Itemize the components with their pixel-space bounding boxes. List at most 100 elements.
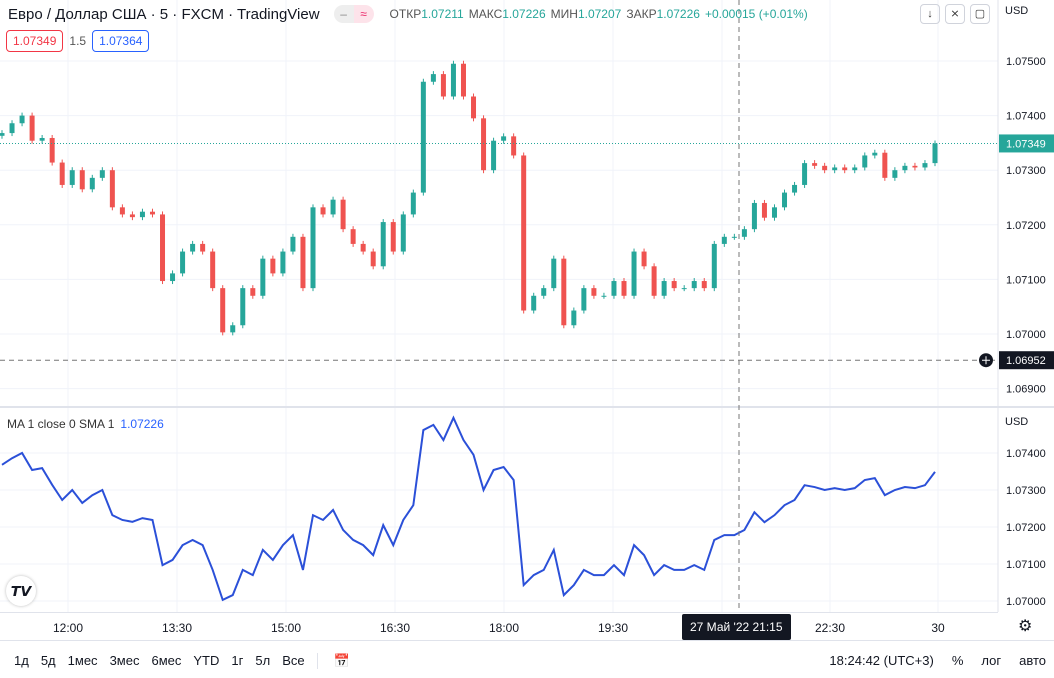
candle: [290, 236, 296, 252]
candle: [912, 165, 918, 168]
range-all[interactable]: Все: [282, 653, 305, 668]
candle: [932, 143, 938, 164]
candle: [551, 258, 557, 289]
buy-price-button[interactable]: 1.07364: [92, 30, 150, 52]
candle: [139, 211, 145, 218]
log-toggle[interactable]: лог: [981, 653, 1002, 668]
candle: [591, 288, 597, 296]
y-tick: 1.07000: [1006, 329, 1046, 341]
range-1y[interactable]: 1г: [231, 653, 244, 668]
candle: [571, 310, 577, 326]
candle: [59, 162, 65, 185]
range-5y[interactable]: 5л: [255, 653, 271, 668]
candle: [270, 258, 276, 274]
candle: [380, 222, 386, 267]
candle: [69, 170, 75, 185]
candle: [812, 163, 818, 166]
wave-icon[interactable]: ≈: [353, 5, 374, 23]
hide-icon[interactable]: –: [333, 5, 354, 23]
legend-toggle[interactable]: – ≈: [333, 5, 374, 23]
candle: [370, 251, 376, 267]
goto-date-icon[interactable]: 📅: [316, 653, 350, 669]
candle: [782, 192, 788, 208]
candle: [230, 325, 236, 333]
y-tick: 1.07400: [1006, 448, 1046, 460]
candle: [29, 115, 35, 141]
candle: [922, 163, 928, 168]
candle: [400, 214, 406, 252]
time-axis[interactable]: 12:00 13:30 15:00 16:30 18:00 19:30 22:3…: [0, 612, 998, 641]
candle: [902, 165, 908, 171]
y-tick: 1.07100: [1006, 559, 1046, 571]
down-arrow-icon[interactable]: ↓: [920, 4, 940, 24]
y-tick: 1.06900: [1006, 384, 1046, 396]
candle: [240, 288, 246, 326]
fullscreen-icon[interactable]: ▢: [970, 4, 990, 24]
x-tick: 13:30: [161, 621, 193, 635]
candle: [741, 229, 747, 237]
candle: [531, 295, 537, 311]
bottom-toolbar: 1д 5д 1мес 3мес 6мес YTD 1г 5л Все 📅 18:…: [0, 640, 1054, 678]
y-tick: 1.07200: [1006, 522, 1046, 534]
range-ytd[interactable]: YTD: [193, 653, 220, 668]
auto-toggle[interactable]: авто: [1019, 653, 1046, 668]
candle: [360, 243, 366, 252]
currency-select[interactable]: USD: [1005, 5, 1029, 17]
candle: [99, 170, 105, 178]
y-tick: 1.07000: [1006, 596, 1046, 608]
clock-time[interactable]: 18:24:42 (UTC+3): [829, 653, 934, 668]
candle: [721, 236, 727, 244]
settings-gear-icon[interactable]: ⚙: [1018, 618, 1033, 635]
ma-legend[interactable]: MA 1 close 0 SMA 1 1.07226: [7, 417, 164, 431]
crosshair-price-label: 1.06952: [1006, 355, 1046, 367]
range-5d[interactable]: 5д: [40, 653, 56, 668]
range-6m[interactable]: 6мес: [151, 653, 182, 668]
x-tick: 30: [931, 621, 945, 635]
collapse-icon[interactable]: ⨯: [945, 4, 965, 24]
y-tick: 1.07500: [1006, 56, 1046, 68]
candle: [521, 155, 527, 311]
candle: [109, 170, 115, 208]
candle: [511, 136, 517, 156]
sell-price-button[interactable]: 1.07349: [6, 30, 64, 52]
candle: [330, 199, 336, 215]
candle: [180, 251, 186, 274]
range-1d[interactable]: 1д: [14, 653, 29, 668]
candle: [541, 288, 547, 296]
candle: [39, 137, 45, 141]
candle: [450, 63, 456, 97]
candle: [852, 167, 858, 171]
range-3m[interactable]: 3мес: [109, 653, 140, 668]
candle: [420, 81, 426, 193]
range-1m[interactable]: 1мес: [67, 653, 98, 668]
candle: [641, 251, 647, 267]
candle: [882, 152, 888, 178]
candle: [19, 115, 25, 124]
price-chart[interactable]: 1.07500 1.07400 1.07300 1.07200 1.07100 1.070…: [0, 0, 1054, 612]
symbol-legend: Евро / Доллар США · 5 · FXCM · TradingVi…: [8, 5, 808, 23]
ohlc-values: ОТКР1.07211 МАКС1.07226 МИН1.07207 ЗАКР1.07…: [389, 7, 808, 21]
candle: [260, 258, 266, 296]
candle: [731, 236, 737, 238]
y-tick: 1.07300: [1006, 165, 1046, 177]
candle: [681, 288, 687, 290]
candle: [621, 281, 627, 296]
candle: [481, 118, 487, 171]
candle: [430, 74, 436, 82]
x-tick: 16:30: [379, 621, 411, 635]
percent-toggle[interactable]: %: [951, 653, 964, 668]
candle: [390, 222, 396, 252]
candle: [220, 288, 226, 333]
candle: [9, 123, 15, 134]
tradingview-logo[interactable]: 𝙏𝙑: [6, 576, 36, 606]
y-tick: 1.07200: [1006, 220, 1046, 232]
symbol-title[interactable]: Евро / Доллар США · 5 · FXCM · TradingVi…: [8, 5, 320, 23]
candle: [200, 243, 206, 252]
y-tick: 1.07300: [1006, 485, 1046, 497]
candle: [89, 177, 95, 190]
candle: [661, 281, 667, 296]
candle: [892, 170, 898, 178]
candle: [792, 184, 798, 193]
x-tick: 12:00: [52, 621, 84, 635]
candle: [170, 273, 176, 282]
